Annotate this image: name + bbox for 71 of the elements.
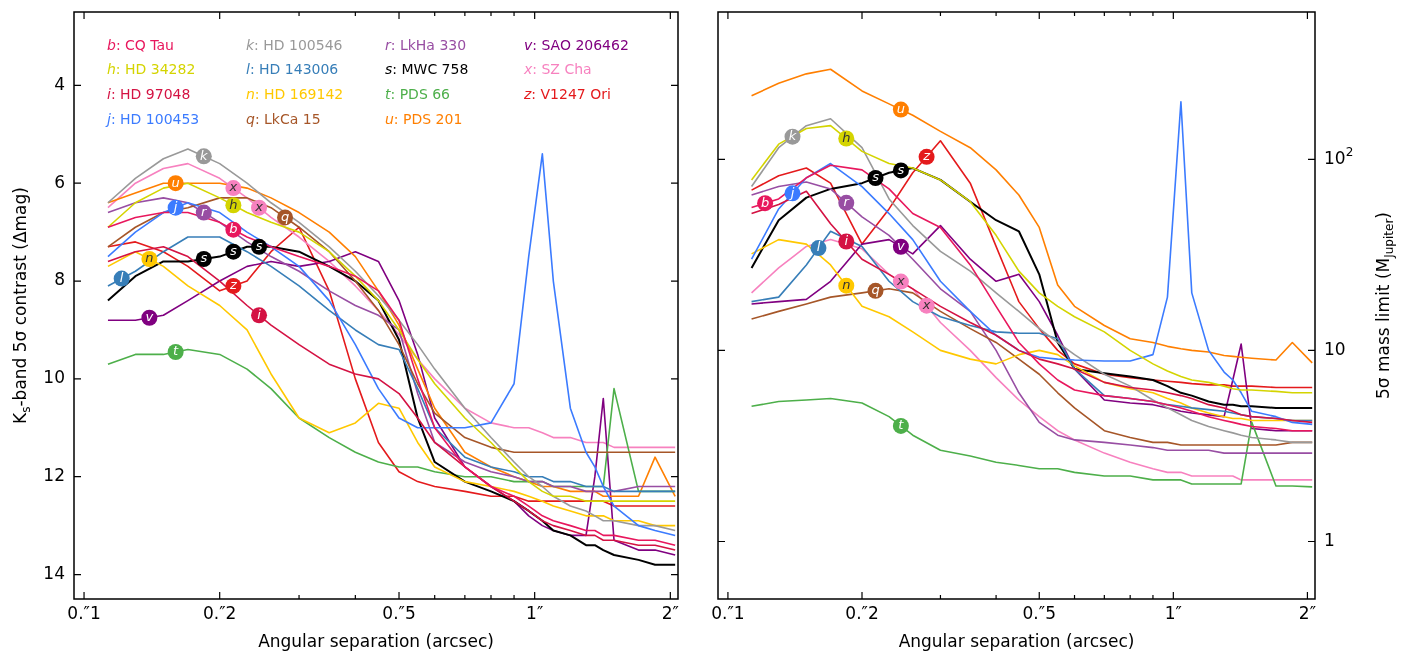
- data-label: b: [229, 221, 238, 237]
- x-axis-title: Angular separation (arcsec): [898, 631, 1135, 652]
- text: x: SZ Cha: [523, 61, 592, 78]
- x-tick-label: 1″: [1164, 603, 1182, 624]
- text: j: HD 100453: [105, 110, 200, 127]
- data-label: j: [788, 184, 795, 200]
- data-label: n: [842, 277, 851, 293]
- y-tick-label: 6: [54, 171, 66, 192]
- text: l: HD 143006: [246, 61, 339, 78]
- data-label: j: [171, 199, 178, 215]
- data-label: s: [897, 161, 905, 177]
- x-tick-label: 0.″5: [1022, 603, 1056, 624]
- y-tick-label: 8: [54, 269, 66, 290]
- x-tick-label: 2″: [1298, 603, 1316, 624]
- text: v: SAO 206462: [524, 36, 629, 53]
- data-label: z: [922, 148, 932, 164]
- x-tick-label: 0.″2: [203, 603, 237, 624]
- data-label: v: [897, 238, 906, 254]
- data-label: x: [896, 272, 906, 288]
- data-label: x: [254, 199, 264, 215]
- data-label: z: [228, 277, 238, 293]
- data-label: k: [200, 147, 209, 163]
- x-tick-label: 1″: [526, 603, 544, 624]
- x-axis-title: Angular separation (arcsec): [258, 631, 494, 652]
- data-label: l: [119, 269, 124, 285]
- data-label: s: [255, 238, 263, 254]
- text: z: V1247 Ori: [523, 86, 611, 103]
- data-label: s: [872, 169, 880, 185]
- text: h: HD 34282: [107, 61, 196, 78]
- data-label: l: [816, 239, 821, 255]
- data-label: n: [145, 250, 154, 266]
- y-tick-label: 10: [43, 367, 66, 388]
- data-label: v: [145, 309, 154, 325]
- data-label: t: [898, 417, 905, 433]
- data-label: q: [871, 282, 880, 298]
- x-tick-label: 0.″5: [382, 603, 416, 624]
- y-tick-label: 4: [54, 73, 66, 94]
- text: t: PDS 66: [385, 86, 451, 103]
- data-label: x: [921, 297, 931, 313]
- x-tick-label: 2″: [661, 603, 679, 624]
- text: s: MWC 758: [385, 61, 469, 78]
- data-label: i: [257, 306, 262, 322]
- data-label: s: [229, 243, 237, 259]
- x-tick-label: 0.″2: [845, 603, 879, 624]
- data-label: r: [843, 194, 851, 210]
- data-label: t: [173, 343, 180, 359]
- y-axis-title: 5σ mass limit (MJupiter): [1373, 212, 1397, 399]
- data-label: h: [229, 196, 238, 212]
- y-tick-label: 14: [43, 562, 66, 583]
- data-label: q: [280, 208, 290, 224]
- data-label: k: [788, 128, 797, 144]
- data-label: b: [760, 194, 770, 210]
- data-label: r: [201, 203, 209, 219]
- y-tick-label: 10: [1324, 338, 1346, 359]
- x-tick-label: 0.″1: [711, 603, 745, 624]
- text: q: LkCa 15: [246, 110, 321, 127]
- data-label: h: [842, 129, 851, 145]
- text: k: HD 100546: [246, 36, 343, 53]
- text: u: PDS 201: [385, 110, 463, 127]
- y-tick-label: 1: [1324, 529, 1335, 550]
- data-label: u: [171, 174, 180, 190]
- data-label: u: [896, 100, 906, 116]
- data-label: x: [228, 179, 238, 195]
- text: n: HD 169142: [246, 86, 344, 103]
- text: i: HD 97048: [107, 86, 191, 103]
- text: b: CQ Tau: [107, 36, 174, 53]
- text: r: LkHa 330: [385, 36, 467, 53]
- x-tick-label: 0.″1: [67, 603, 101, 624]
- data-label: s: [200, 250, 208, 266]
- y-tick-label: 12: [43, 465, 66, 486]
- data-label: i: [844, 232, 849, 248]
